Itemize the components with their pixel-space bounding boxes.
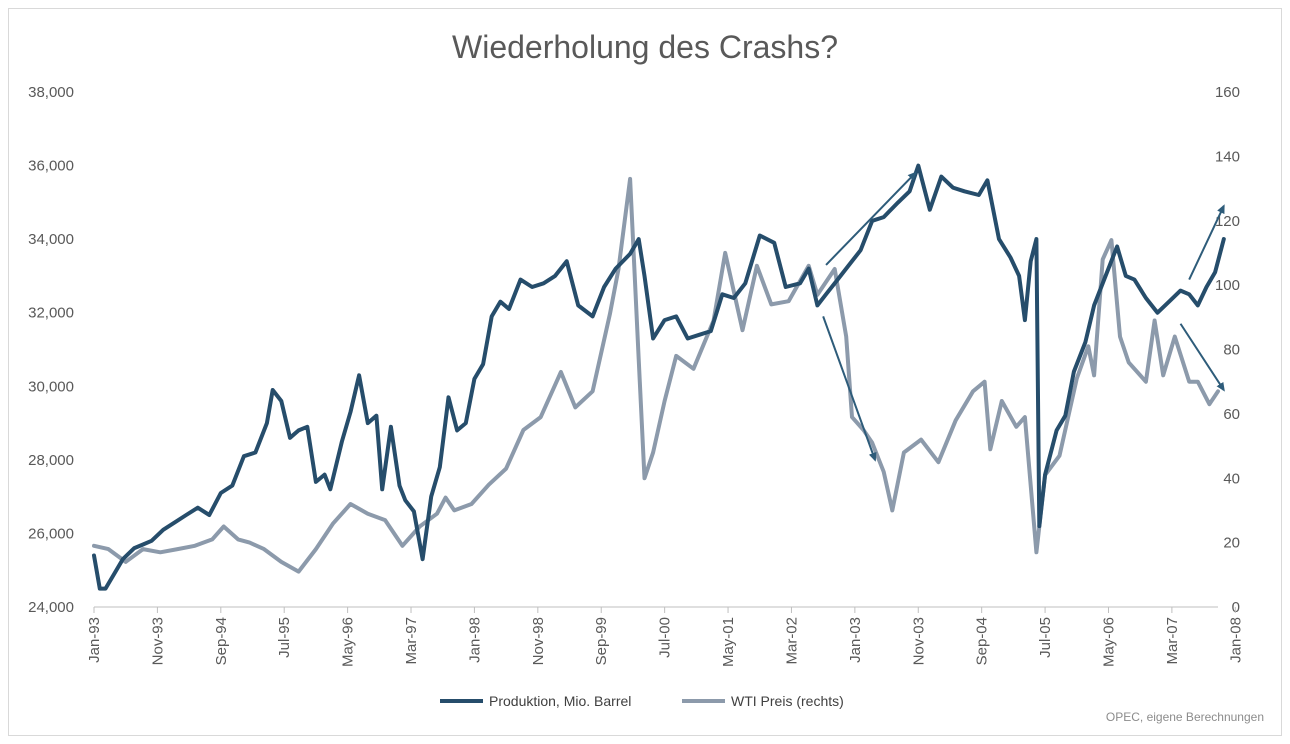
y-axis-right: 0 20 40 60 80 100 120 140 160: [1215, 84, 1240, 616]
x-tick-label: Nov-98: [530, 617, 547, 665]
chart-title: Wiederholung des Crashs?: [452, 29, 838, 65]
series-layer: [92, 163, 1226, 591]
legend: Produktion, Mio. Barrel WTI Preis (recht…: [440, 693, 844, 709]
y-left-tick-label: 36,000: [28, 158, 74, 175]
x-tick-label: Mar-07: [1164, 617, 1181, 665]
annotation-layer: [822, 171, 1225, 462]
x-axis: Jan-93 Nov-93 Sep-94 Jul-95 May-96 Mar-97 Jan-…: [86, 607, 1244, 667]
source-note: OPEC, eigene Berechnungen: [1106, 710, 1264, 724]
annotation-arrow: [1179, 323, 1225, 392]
legend-label-production: Produktion, Mio. Barrel: [489, 693, 631, 709]
y-right-tick-label: 120: [1215, 213, 1240, 230]
x-tick-label: May-96: [340, 617, 357, 667]
annotation-arrow: [825, 171, 917, 266]
y-axis-left: 24,000 26,000 28,000 30,000 32,000 34,000 36,0…: [28, 84, 74, 616]
y-left-tick-label: 24,000: [28, 599, 74, 616]
x-tick-label: Nov-93: [149, 617, 166, 665]
y-right-tick-label: 80: [1223, 342, 1240, 359]
x-tick-label: Mar-97: [403, 617, 420, 665]
y-right-tick-label: 140: [1215, 148, 1240, 165]
y-right-tick-label: 20: [1223, 535, 1240, 552]
x-tick-label: Nov-03: [910, 617, 927, 665]
x-tick-label: Sep-99: [593, 617, 610, 665]
y-right-tick-label: 40: [1223, 470, 1240, 487]
x-tick-label: Jul-05: [1037, 617, 1054, 658]
y-left-tick-label: 34,000: [28, 231, 74, 248]
x-tick-label: Sep-94: [213, 617, 230, 665]
x-tick-label: Sep-04: [974, 617, 991, 665]
series-line-production: [92, 163, 1226, 591]
y-left-tick-label: 28,000: [28, 452, 74, 469]
y-left-tick-label: 30,000: [28, 378, 74, 395]
y-right-tick-label: 0: [1232, 599, 1240, 616]
y-right-tick-label: 60: [1223, 406, 1240, 423]
x-tick-label: Jul-95: [276, 617, 293, 658]
x-tick-label: Jan-98: [466, 617, 483, 663]
y-left-tick-label: 32,000: [28, 305, 74, 322]
legend-label-wti: WTI Preis (rechts): [731, 693, 844, 709]
annotation-arrow: [1188, 204, 1225, 281]
x-tick-label: May-01: [720, 617, 737, 667]
y-left-tick-label: 26,000: [28, 525, 74, 542]
x-tick-label: Jan-93: [86, 617, 103, 663]
x-tick-label: Mar-02: [783, 617, 800, 665]
x-tick-label: Jan-03: [847, 617, 864, 663]
y-left-tick-label: 38,000: [28, 84, 74, 101]
chart-frame: [8, 8, 1282, 736]
x-tick-label: May-06: [1100, 617, 1117, 667]
x-tick-label: Jul-00: [657, 617, 674, 658]
x-tick-label: Jan-08: [1227, 617, 1244, 663]
y-right-tick-label: 100: [1215, 277, 1240, 294]
y-right-tick-label: 160: [1215, 84, 1240, 101]
annotation-arrow: [822, 316, 877, 462]
series-line-wti: [92, 176, 1220, 574]
